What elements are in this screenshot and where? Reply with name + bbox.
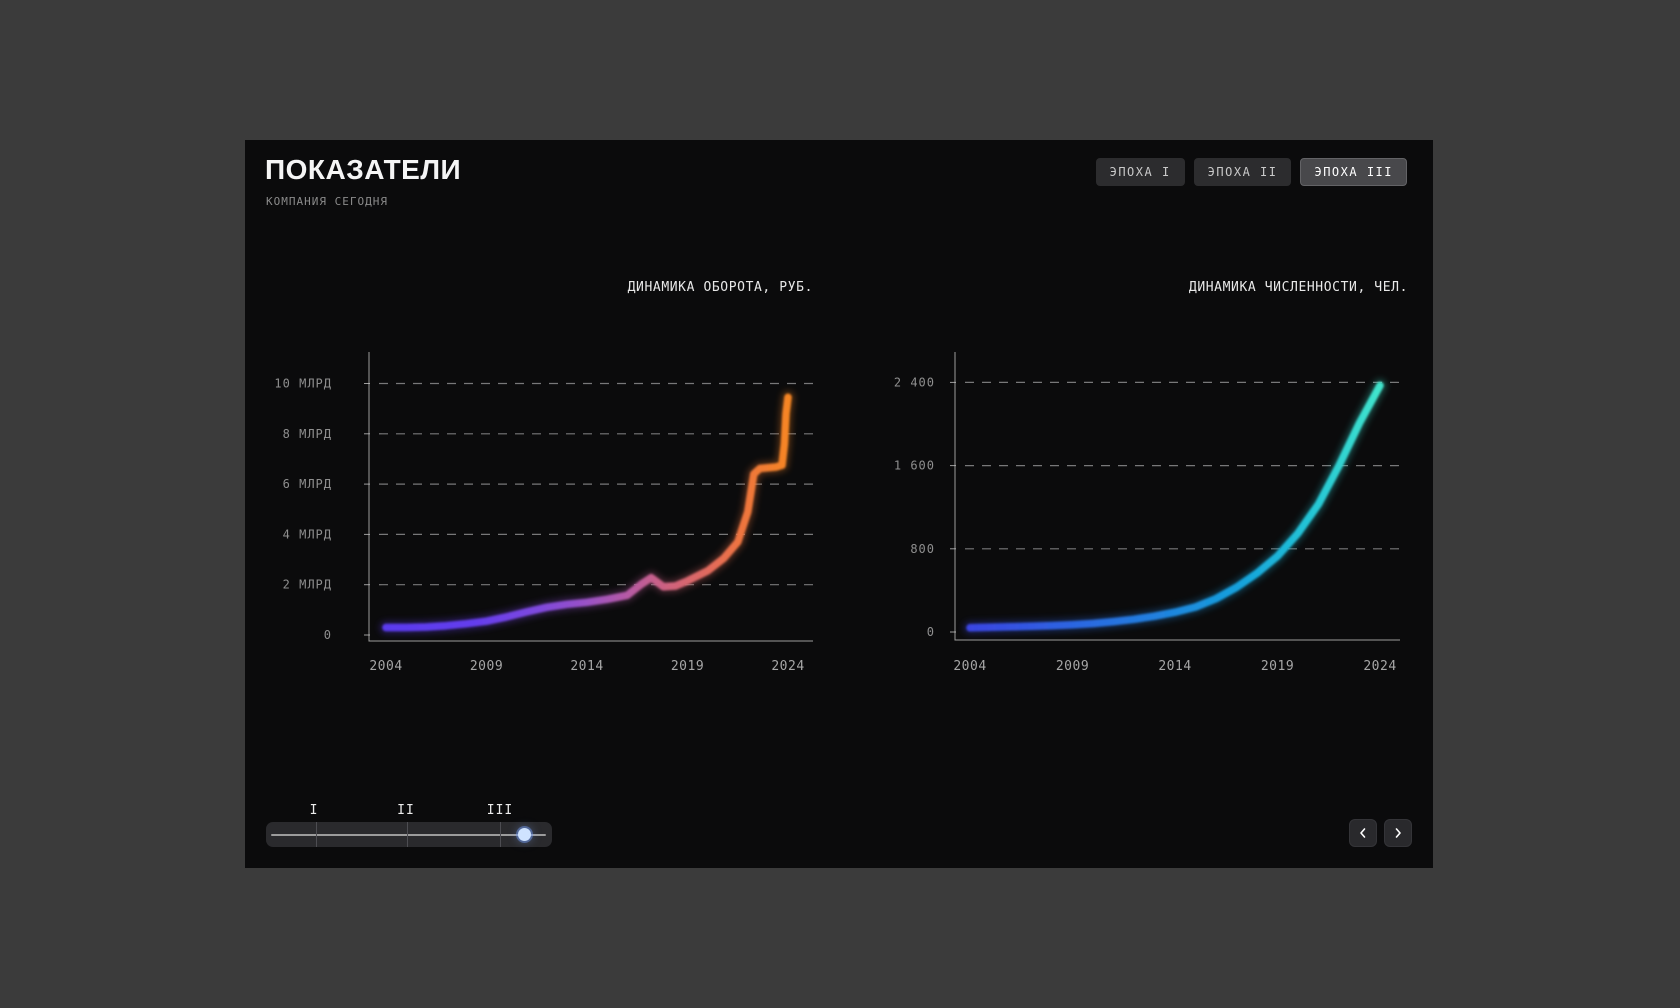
- epoch-button-group: ЭПОХА I ЭПОХА II ЭПОХА III: [1095, 158, 1407, 186]
- slider-divider-i: [316, 822, 317, 847]
- y-tick-label: 0: [324, 628, 332, 642]
- page-title: ПОКАЗАТЕЛИ: [265, 154, 462, 185]
- y-tick-label: 2 400: [894, 375, 935, 389]
- charts-canvas: 10 МЛРД 8 МЛРД 6 МЛРД 4 МЛРД 2 МЛРД 0 2004 2009…: [274, 352, 1400, 674]
- slider-track[interactable]: [271, 833, 546, 836]
- prev-button[interactable]: [1349, 819, 1377, 847]
- dashboard-card: ПОКАЗАТЕЛИ КОМПАНИЯ СЕГОДНЯ ЭПОХА I ЭПОХА…: [245, 140, 1433, 868]
- x-tick-label: 2004: [369, 659, 402, 674]
- page-subtitle: КОМПАНИЯ СЕГОДНЯ: [266, 195, 388, 208]
- era-nav: [1349, 819, 1412, 847]
- chevron-right-icon: [1395, 828, 1401, 838]
- x-tick-label: 2009: [470, 659, 503, 674]
- slider-thumb[interactable]: [517, 828, 531, 841]
- headcount-line: [966, 381, 1384, 632]
- epoch-button-ii[interactable]: ЭПОХА II: [1193, 158, 1292, 186]
- x-tick-label: 2014: [1158, 659, 1191, 674]
- epoch-button-i[interactable]: ЭПОХА I: [1095, 158, 1185, 186]
- y-tick-label: 0: [927, 625, 935, 639]
- slider-divider-iii: [500, 822, 501, 847]
- y-tick-label: 10 МЛРД: [274, 377, 332, 391]
- x-tick-label: 2024: [771, 659, 804, 674]
- headcount-chart-title: ДИНАМИКА ЧИСЛЕННОСТИ, ЧЕЛ.: [1188, 280, 1408, 295]
- era-label-i: I: [309, 803, 319, 818]
- y-tick-label: 6 МЛРД: [283, 477, 332, 491]
- y-tick-label: 1 600: [894, 459, 935, 473]
- slider-divider-ii: [407, 822, 408, 847]
- y-tick-label: 2 МЛРД: [283, 578, 332, 592]
- x-tick-label: 2004: [953, 659, 986, 674]
- x-tick-label: 2019: [1261, 659, 1294, 674]
- era-slider[interactable]: [266, 822, 552, 847]
- y-tick-label: 4 МЛРД: [283, 527, 332, 541]
- chevron-left-icon: [1360, 828, 1366, 838]
- turnover-chart-title: ДИНАМИКА ОБОРОТА, РУБ.: [627, 280, 813, 295]
- turnover-line: [382, 393, 792, 632]
- x-tick-label: 2019: [671, 659, 704, 674]
- axis: [954, 352, 1400, 641]
- x-tick-label: 2014: [570, 659, 603, 674]
- series-line-glow: [379, 390, 795, 634]
- y-tick-label: 8 МЛРД: [283, 427, 332, 441]
- y-tick-label: 800: [910, 542, 935, 556]
- next-button[interactable]: [1384, 819, 1412, 847]
- x-tick-label: 2024: [1363, 659, 1396, 674]
- era-label-ii: II: [397, 803, 415, 818]
- epoch-button-iii[interactable]: ЭПОХА III: [1300, 158, 1407, 186]
- era-label-iii: III: [486, 803, 514, 818]
- x-tick-label: 2009: [1056, 659, 1089, 674]
- axis: [368, 352, 813, 642]
